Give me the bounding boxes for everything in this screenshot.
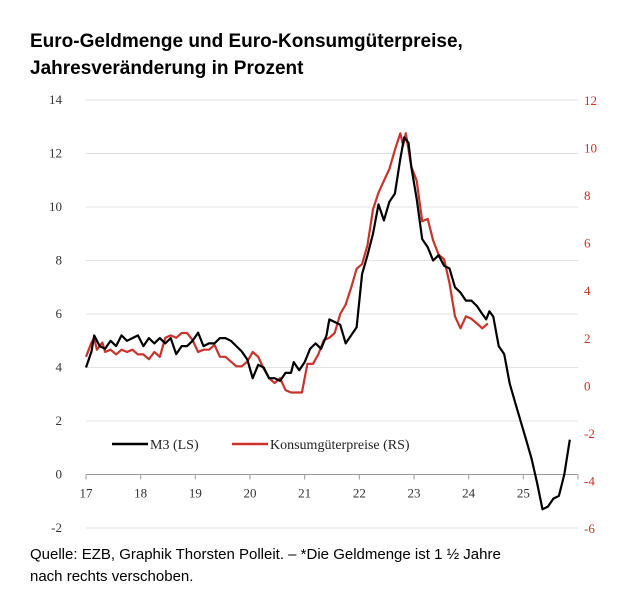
legend: M3 (LS) Konsumgüterpreise (RS) xyxy=(112,438,410,453)
x-tick-label: 19 xyxy=(189,486,202,501)
right-tick-label: 4 xyxy=(584,283,591,298)
x-tick-label: 21 xyxy=(298,486,311,501)
right-tick-label: 10 xyxy=(584,141,597,156)
left-tick-label: 6 xyxy=(56,306,63,321)
right-tick-label: 6 xyxy=(584,236,591,251)
legend-label: Konsumgüterpreise (RS) xyxy=(270,438,410,453)
right-tick-label: -6 xyxy=(584,521,595,536)
left-tick-label: 10 xyxy=(49,199,62,214)
series-line-konsumgueterpreise xyxy=(84,132,489,394)
left-tick-label: 2 xyxy=(56,413,63,428)
right-tick-label: -2 xyxy=(584,426,595,441)
x-tick-label: 17 xyxy=(80,486,94,501)
left-tick-label: 12 xyxy=(49,146,62,161)
source-note-line1: Quelle: EZB, Graphik Thorsten Polleit. –… xyxy=(30,546,501,563)
series-lines xyxy=(84,132,571,511)
right-tick-label: 0 xyxy=(584,378,591,393)
chart-title-line1: Euro-Geldmenge und Euro-Konsumgüterpreis… xyxy=(30,31,463,52)
source-note: Quelle: EZB, Graphik Thorsten Polleit. –… xyxy=(30,544,630,588)
left-tick-label: 8 xyxy=(56,253,63,268)
chart-title-line2: Jahresveränderung in Prozent xyxy=(30,58,304,79)
right-axis-ticks: -6 -4 -2 0 2 4 6 8 10 12 xyxy=(584,93,597,536)
left-tick-label: 14 xyxy=(49,92,63,107)
x-axis-ticks: 17 18 19 20 21 22 23 24 25 xyxy=(80,486,530,501)
right-tick-label: -4 xyxy=(584,473,595,488)
x-tick-label: 25 xyxy=(517,486,530,501)
right-tick-label: 8 xyxy=(584,188,591,203)
x-tick-label: 22 xyxy=(353,486,366,501)
right-tick-label: 12 xyxy=(584,93,597,108)
left-axis-ticks: -2 0 2 4 6 8 10 12 14 xyxy=(49,92,63,535)
gridlines xyxy=(86,99,578,529)
left-tick-label: 0 xyxy=(56,467,63,482)
right-tick-label: 2 xyxy=(584,331,591,346)
axes xyxy=(85,474,579,480)
left-tick-label: -2 xyxy=(51,520,62,535)
x-tick-label: 18 xyxy=(134,486,147,501)
left-tick-label: 4 xyxy=(56,360,63,375)
chart-title: Euro-Geldmenge und Euro-Konsumgüterpreis… xyxy=(30,28,630,82)
x-tick-label: 23 xyxy=(408,486,421,501)
legend-label: M3 (LS) xyxy=(150,438,199,453)
x-tick-label: 20 xyxy=(244,486,257,501)
source-note-line2: nach rechts verschoben. xyxy=(30,568,194,585)
series-line-m3 xyxy=(84,136,571,511)
x-tick-label: 24 xyxy=(462,486,476,501)
